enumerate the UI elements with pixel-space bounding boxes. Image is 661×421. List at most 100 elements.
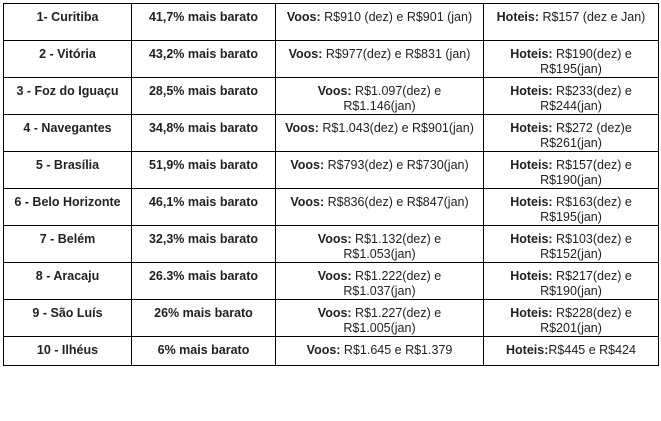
hotels-prices: R$163(dez) e R$195(jan)	[540, 195, 632, 224]
table-row: 8 - Aracaju 26.3% mais barato Voos: R$1.22…	[3, 262, 659, 300]
flights-prices: R$1.222(dez) e R$1.037(jan)	[343, 269, 442, 298]
table-row: 9 - São Luís 26% mais barato Voos: R$1.227…	[3, 299, 659, 337]
flights-label: Voos:	[317, 84, 352, 98]
discount-cell: 46,1% mais barato	[131, 188, 276, 226]
flights-cell: Voos: R$1.097(dez) e R$1.146(jan)	[275, 77, 484, 115]
table-row: 4 - Navegantes 34,8% mais barato Voos: R$1…	[3, 114, 659, 152]
city-cell: 3 - Foz do Iguaçu	[3, 77, 132, 115]
city-cell: 5 - Brasília	[3, 151, 132, 189]
table-row: 2 - Vitória 43,2% mais barato Voos: R$977(…	[3, 40, 659, 78]
hotels-cell: Hoteis: R$157(dez) e R$190(jan)	[483, 151, 659, 189]
hotels-cell: Hoteis: R$272 (dez)e R$261(jan)	[483, 114, 659, 152]
table-row: 7 - Belém 32,3% mais barato Voos: R$1.132(…	[3, 225, 659, 263]
flights-prices: R$1.227(dez) e R$1.005(jan)	[343, 306, 442, 335]
hotels-cell: Hoteis: R$163(dez) e R$195(jan)	[483, 188, 659, 226]
city-name: 7 - Belém	[39, 232, 96, 246]
table-row: 10 - Ilhéus 6% mais barato Voos: R$1.645 e…	[3, 336, 659, 366]
discount-text: 34,8% mais barato	[148, 121, 259, 135]
hotels-prices: R$233(dez) e R$244(jan)	[540, 84, 632, 113]
discount-cell: 32,3% mais barato	[131, 225, 276, 263]
flights-cell: Voos: R$1.645 e R$1.379	[275, 336, 484, 366]
discount-cell: 51,9% mais barato	[131, 151, 276, 189]
city-cell: 9 - São Luís	[3, 299, 132, 337]
hotels-label: Hoteis:	[496, 10, 540, 24]
flights-cell: Voos: R$977(dez) e R$831 (jan)	[275, 40, 484, 78]
hotels-prices: R$217(dez) e R$190(jan)	[540, 269, 632, 298]
table-body: 1- Curitiba 41,7% mais barato Voos: R$910 …	[3, 3, 659, 366]
flights-cell: Voos: R$1.043(dez) e R$901(jan)	[275, 114, 484, 152]
city-cell: 1- Curitiba	[3, 3, 132, 41]
flights-label: Voos:	[290, 158, 325, 172]
hotels-prices: R$272 (dez)e R$261(jan)	[540, 121, 632, 150]
flights-prices: R$1.097(dez) e R$1.146(jan)	[343, 84, 442, 113]
city-name: 3 - Foz do Iguaçu	[16, 84, 119, 98]
flights-cell: Voos: R$793(dez) e R$730(jan)	[275, 151, 484, 189]
city-cell: 4 - Navegantes	[3, 114, 132, 152]
hotels-cell: Hoteis: R$233(dez) e R$244(jan)	[483, 77, 659, 115]
discount-text: 32,3% mais barato	[148, 232, 259, 246]
hotels-label: Hoteis:	[510, 232, 553, 246]
discount-cell: 26.3% mais barato	[131, 262, 276, 300]
city-cell: 7 - Belém	[3, 225, 132, 263]
flights-label: Voos:	[317, 232, 352, 246]
flights-prices: R$793(dez) e R$730(jan)	[324, 158, 469, 172]
city-name: 4 - Navegantes	[23, 121, 112, 135]
discount-text: 26% mais barato	[154, 306, 253, 320]
discount-cell: 6% mais barato	[131, 336, 276, 366]
city-cell: 8 - Aracaju	[3, 262, 132, 300]
hotels-cell: Hoteis: R$190(dez) e R$195(jan)	[483, 40, 659, 78]
city-name: 5 - Brasília	[35, 158, 100, 172]
discount-cell: 26% mais barato	[131, 299, 276, 337]
flights-prices: R$836(dez) e R$847(jan)	[324, 195, 469, 209]
flights-label: Voos:	[285, 121, 319, 135]
hotels-cell: Hoteis: R$217(dez) e R$190(jan)	[483, 262, 659, 300]
hotels-prices: R$190(dez) e R$195(jan)	[540, 47, 632, 76]
city-cell: 6 - Belo Horizonte	[3, 188, 132, 226]
hotels-label: Hoteis:	[510, 84, 553, 98]
discount-text: 26.3% mais barato	[148, 269, 259, 283]
hotels-label: Hoteis:	[510, 121, 553, 135]
city-name: 2 - Vitória	[39, 47, 96, 61]
flights-label: Voos:	[306, 343, 341, 357]
hotels-prices: R$103(dez) e R$152(jan)	[540, 232, 632, 261]
hotels-label: Hoteis:	[506, 343, 549, 357]
hotels-prices: R$445 e R$424	[548, 343, 636, 357]
table-row: 6 - Belo Horizonte 46,1% mais barato Voos:…	[3, 188, 659, 226]
discount-text: 46,1% mais barato	[148, 195, 259, 209]
flights-cell: Voos: R$1.132(dez) e R$1.053(jan)	[275, 225, 484, 263]
flights-label: Voos:	[317, 306, 352, 320]
flights-cell: Voos: R$1.222(dez) e R$1.037(jan)	[275, 262, 484, 300]
discount-cell: 28,5% mais barato	[131, 77, 276, 115]
hotels-cell: Hoteis: R$103(dez) e R$152(jan)	[483, 225, 659, 263]
discount-cell: 34,8% mais barato	[131, 114, 276, 152]
city-cell: 2 - Vitória	[3, 40, 132, 78]
table-row: 1- Curitiba 41,7% mais barato Voos: R$910 …	[3, 3, 659, 41]
hotels-cell: Hoteis: R$228(dez) e R$201(jan)	[483, 299, 659, 337]
flights-prices: R$1.645 e R$1.379	[340, 343, 453, 357]
discount-cell: 43,2% mais barato	[131, 40, 276, 78]
discount-text: 43,2% mais barato	[148, 47, 259, 61]
flights-label: Voos:	[317, 269, 352, 283]
hotels-label: Hoteis:	[510, 47, 553, 61]
destinations-table: 1- Curitiba 41,7% mais barato Voos: R$910 …	[3, 3, 659, 366]
flights-cell: Voos: R$1.227(dez) e R$1.005(jan)	[275, 299, 484, 337]
table-row: 5 - Brasília 51,9% mais barato Voos: R$793…	[3, 151, 659, 189]
flights-label: Voos:	[290, 195, 325, 209]
city-cell: 10 - Ilhéus	[3, 336, 132, 366]
discount-text: 41,7% mais barato	[148, 10, 259, 24]
flights-prices: R$1.132(dez) e R$1.053(jan)	[343, 232, 442, 261]
hotels-label: Hoteis:	[510, 269, 553, 283]
discount-text: 51,9% mais barato	[148, 158, 259, 172]
hotels-prices: R$157(dez) e R$190(jan)	[540, 158, 632, 187]
flights-cell: Voos: R$910 (dez) e R$901 (jan)	[275, 3, 484, 41]
table-row: 3 - Foz do Iguaçu 28,5% mais barato Voos: …	[3, 77, 659, 115]
flights-label: Voos:	[288, 47, 323, 61]
city-name: 10 - Ilhéus	[36, 343, 99, 357]
hotels-label: Hoteis:	[510, 306, 553, 320]
flights-label: Voos:	[286, 10, 321, 24]
hotels-prices: R$228(dez) e R$201(jan)	[540, 306, 632, 335]
flights-prices: R$977(dez) e R$831 (jan)	[322, 47, 471, 61]
hotels-cell: Hoteis: R$157 (dez e Jan)	[483, 3, 659, 41]
city-name: 6 - Belo Horizonte	[14, 195, 121, 209]
city-name: 1- Curitiba	[36, 10, 99, 24]
